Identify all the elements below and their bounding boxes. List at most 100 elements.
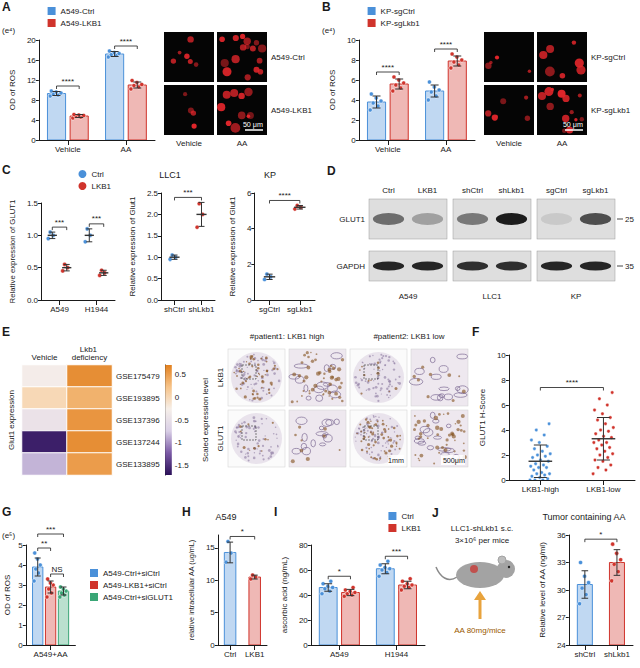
- svg-text:LKB1: LKB1: [245, 650, 265, 659]
- svg-text:2: 2: [351, 116, 356, 125]
- svg-text:*: *: [338, 567, 341, 576]
- svg-text:deficiency: deficiency: [72, 353, 108, 362]
- svg-text:5: 5: [18, 541, 23, 550]
- svg-text:A549-LKB1: A549-LKB1: [271, 106, 312, 115]
- svg-text:Vehicle: Vehicle: [176, 139, 202, 148]
- svg-text:0.5: 0.5: [147, 274, 159, 283]
- svg-text:OD of ROS: OD of ROS: [328, 70, 337, 110]
- svg-text:8: 8: [501, 376, 506, 385]
- svg-text:5: 5: [210, 608, 215, 617]
- svg-text:LKB1: LKB1: [401, 524, 421, 533]
- svg-text:Tumor containing AA: Tumor containing AA: [542, 512, 625, 522]
- svg-text:Scaled expression level: Scaled expression level: [201, 378, 210, 462]
- svg-text:***: ***: [46, 525, 55, 534]
- svg-text:-1.5: -1.5: [175, 461, 189, 470]
- svg-text:1mm: 1mm: [388, 456, 404, 465]
- svg-text:LKB1-high: LKB1-high: [522, 485, 559, 494]
- svg-text:GAPDH: GAPDH: [337, 262, 366, 271]
- svg-text:KP: KP: [264, 170, 276, 180]
- svg-text:40: 40: [299, 591, 308, 600]
- svg-text:A549: A549: [330, 650, 349, 659]
- svg-text:2.0: 2.0: [147, 210, 159, 219]
- svg-text:GSE193895: GSE193895: [116, 394, 160, 403]
- svg-text:2.5: 2.5: [147, 189, 159, 198]
- svg-text:sgCtrl: sgCtrl: [259, 305, 280, 314]
- svg-text:Relative level of AA (ng/ml): Relative level of AA (ng/ml): [538, 542, 547, 638]
- svg-text:A549: A549: [215, 512, 236, 522]
- svg-text:0: 0: [351, 136, 356, 145]
- svg-text:6: 6: [351, 76, 356, 85]
- svg-text:GLUT1: GLUT1: [339, 215, 365, 224]
- svg-text:B: B: [322, 0, 331, 14]
- svg-text:shCtrl: shCtrl: [462, 186, 483, 195]
- svg-text:4: 4: [247, 224, 252, 233]
- svg-text:6: 6: [247, 189, 252, 198]
- svg-text:AA: AA: [237, 139, 248, 148]
- svg-text:AA: AA: [121, 145, 132, 154]
- svg-text:0: 0: [18, 641, 23, 650]
- svg-text:50 μm: 50 μm: [243, 120, 263, 129]
- svg-text:D: D: [327, 164, 336, 178]
- svg-text:500μm: 500μm: [443, 456, 465, 465]
- svg-text:****: ****: [382, 63, 394, 72]
- svg-text:6: 6: [501, 401, 506, 410]
- svg-text:AA: AA: [441, 145, 452, 154]
- svg-text:12: 12: [27, 76, 36, 85]
- svg-text:KP-sgCtrl: KP-sgCtrl: [591, 53, 625, 62]
- svg-text:LLC1: LLC1: [159, 170, 181, 180]
- svg-text:0: 0: [303, 641, 308, 650]
- svg-text:Ctrl: Ctrl: [224, 650, 237, 659]
- svg-text:8: 8: [351, 56, 356, 65]
- svg-text:GSE175479: GSE175479: [116, 372, 160, 381]
- svg-text:A: A: [2, 0, 11, 14]
- svg-text:10: 10: [497, 351, 506, 360]
- svg-text:LKB1: LKB1: [418, 186, 438, 195]
- svg-text:A549-LKB1: A549-LKB1: [61, 19, 102, 28]
- svg-text:20: 20: [27, 36, 36, 45]
- svg-text:GSE137396: GSE137396: [116, 416, 160, 425]
- svg-text:4: 4: [18, 561, 23, 570]
- svg-text:2: 2: [247, 260, 252, 269]
- svg-text:1: 1: [18, 621, 23, 630]
- svg-text:#patient2: LKB1 low: #patient2: LKB1 low: [373, 332, 444, 341]
- svg-text:4: 4: [31, 116, 36, 125]
- svg-text:*: *: [241, 527, 244, 536]
- svg-text:24: 24: [557, 641, 566, 650]
- svg-text:20: 20: [299, 616, 308, 625]
- svg-text:OD of ROS: OD of ROS: [8, 70, 17, 110]
- svg-text:AA 80mg/mice: AA 80mg/mice: [454, 626, 506, 635]
- svg-text:J: J: [432, 506, 439, 520]
- svg-text:A549-Ctrl: A549-Ctrl: [271, 53, 305, 62]
- svg-text:E: E: [2, 325, 10, 339]
- svg-text:Glut1 expression: Glut1 expression: [7, 390, 16, 450]
- svg-text:60: 60: [299, 566, 308, 575]
- svg-text:27: 27: [557, 613, 566, 622]
- svg-text:0.0: 0.0: [147, 296, 159, 305]
- svg-text:10: 10: [206, 576, 215, 585]
- svg-text:36: 36: [557, 531, 566, 540]
- svg-text:80: 80: [299, 541, 308, 550]
- svg-text:C: C: [2, 163, 11, 177]
- svg-text:1.5: 1.5: [27, 199, 39, 208]
- svg-text:35: 35: [625, 262, 634, 271]
- svg-text:GLUT1: GLUT1: [216, 425, 225, 451]
- svg-text:1.0: 1.0: [27, 231, 39, 240]
- svg-text:3: 3: [18, 581, 23, 590]
- svg-text:****: ****: [120, 37, 132, 46]
- svg-text:F: F: [472, 325, 479, 339]
- svg-text:2: 2: [18, 601, 23, 610]
- svg-text:***: ***: [392, 547, 401, 556]
- svg-text:OD of ROS: OD of ROS: [3, 575, 12, 615]
- svg-text:Relative expression of Glut1: Relative expression of Glut1: [228, 196, 237, 297]
- svg-text:H: H: [182, 505, 191, 519]
- svg-text:A549-Ctrl: A549-Ctrl: [61, 7, 95, 16]
- svg-text:H1944: H1944: [385, 650, 409, 659]
- svg-text:30: 30: [557, 586, 566, 595]
- svg-text:1.5: 1.5: [147, 231, 159, 240]
- svg-text:1.0: 1.0: [147, 253, 159, 262]
- svg-text:sgLkb1: sgLkb1: [583, 186, 609, 195]
- svg-text:LKB1: LKB1: [216, 367, 225, 387]
- svg-text:8: 8: [31, 96, 36, 105]
- svg-text:#patient1: LKB1 high: #patient1: LKB1 high: [250, 332, 324, 341]
- svg-text:-1: -1: [175, 438, 183, 447]
